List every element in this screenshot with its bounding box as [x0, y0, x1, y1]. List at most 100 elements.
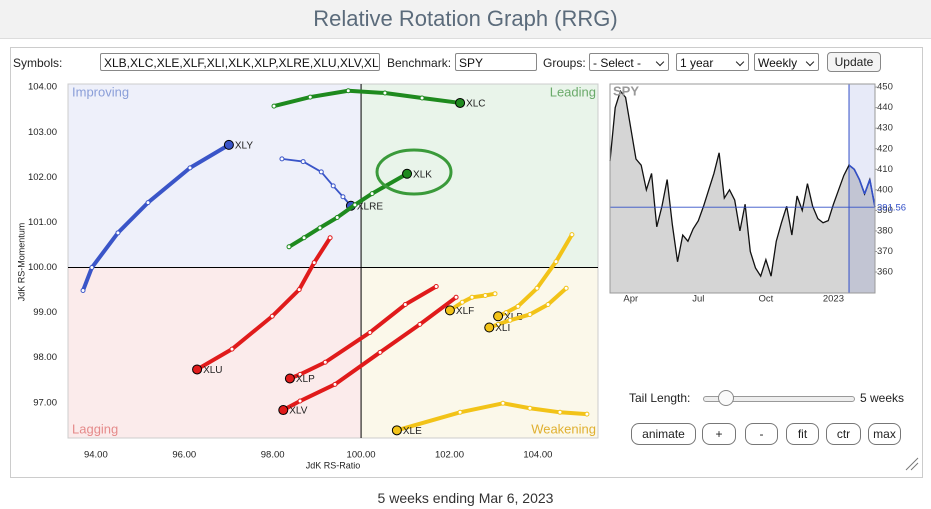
x-tick-label: 2023 [823, 294, 844, 305]
tail-point [457, 409, 463, 415]
tail-point [534, 285, 540, 291]
price-tail-segment [869, 179, 876, 208]
tail-point [377, 349, 383, 355]
tail-point [553, 259, 559, 265]
symbol-label: XLY [235, 141, 253, 152]
y-tick-label: 370 [877, 246, 893, 257]
tail-point [369, 191, 375, 197]
control-button[interactable]: max [868, 423, 901, 445]
benchmark-label: Benchmark: [387, 56, 452, 70]
y-tick-label: 98.00 [33, 352, 57, 363]
tail-point [330, 183, 336, 189]
tail-point [229, 346, 235, 352]
update-button[interactable]: Update [827, 52, 881, 72]
tail-line [81, 142, 231, 293]
tail-point [563, 285, 569, 291]
tail-point [352, 202, 358, 208]
interval-select[interactable]: Weekly [754, 53, 819, 71]
tail-point [269, 313, 275, 319]
tail-point [367, 329, 373, 335]
tail-line [195, 235, 333, 372]
y-tick-label: 99.00 [33, 307, 57, 318]
tail-head [402, 168, 413, 179]
y-tick-label: 410 [877, 164, 893, 175]
control-button[interactable]: fit [786, 423, 819, 445]
tail-point [318, 169, 324, 175]
tail-point [286, 244, 292, 250]
price-tail-segment [848, 164, 855, 170]
price-tail-segment [858, 179, 866, 195]
tail-length-value: 5 weeks [860, 391, 905, 405]
tail-point [459, 299, 465, 305]
x-tick-label: Apr [623, 294, 638, 305]
symbol-label: XLK [413, 169, 432, 180]
page-title: Relative Rotation Graph (RRG) [313, 6, 618, 31]
tail-point [569, 232, 575, 238]
tail-point [419, 95, 425, 101]
benchmark-input[interactable]: SPY [455, 53, 537, 71]
control-button[interactable]: - [745, 423, 778, 445]
tail-point [300, 159, 306, 165]
tail-point [482, 292, 488, 298]
chart-title: SPY [613, 83, 639, 98]
tail-point [453, 294, 459, 300]
control-button[interactable]: ctr [826, 423, 861, 445]
footer: 5 weeks ending Mar 6, 2023 [377, 490, 554, 506]
y-tick-label: 400 [877, 184, 893, 195]
tail-slider[interactable] [703, 396, 855, 402]
tail-head [391, 425, 402, 436]
tail-point [345, 88, 351, 94]
quadrant-label: Leading [550, 84, 596, 99]
symbol-label: XLP [296, 374, 315, 385]
tail-point [527, 405, 533, 411]
tail-point [334, 214, 340, 220]
plot-border [67, 83, 599, 439]
price-area [610, 91, 875, 294]
highlight-ellipse [375, 148, 453, 196]
control-button[interactable]: animate [631, 423, 696, 445]
tail-point [507, 317, 513, 323]
y-tick-label: 104.00 [28, 82, 57, 93]
symbol-label: XLRE [357, 201, 383, 212]
tail-point [115, 230, 121, 236]
tail-line [281, 295, 459, 413]
tail-head [484, 322, 495, 333]
control-button[interactable]: + [702, 423, 736, 445]
x-tick-label: 102.00 [435, 450, 464, 461]
tail-point [402, 302, 408, 308]
tail-point [297, 371, 303, 377]
tail-line [394, 401, 589, 433]
tail-head [192, 364, 203, 375]
y-axis-label: JdK RS-Momentum [16, 223, 26, 302]
tail-point [89, 265, 95, 271]
tail-point [80, 288, 86, 294]
tail-point [545, 302, 551, 308]
period-select[interactable]: 1 year [676, 53, 749, 71]
y-tick-label: 360 [877, 267, 893, 278]
slider-thumb[interactable] [718, 390, 734, 406]
tail-head [223, 139, 234, 150]
tail-head [278, 405, 289, 416]
tail-point [145, 200, 151, 206]
tail-point [584, 411, 590, 417]
groups-select[interactable]: - Select - [589, 53, 669, 71]
tail-point [311, 260, 317, 266]
symbols-label: Symbols: [13, 56, 63, 70]
y-tick-label: 100.00 [28, 262, 57, 273]
x-tick-label: 98.00 [261, 450, 285, 461]
tail-point [492, 291, 498, 297]
x-tick-label: Oct [758, 294, 773, 305]
price-tail-segment [853, 168, 861, 180]
symbol-label: XLC [466, 99, 485, 110]
symbols-input[interactable]: XLB,XLC,XLE,XLF,XLI,XLK,XLP,XLRE,XLU,XLV… [100, 53, 380, 71]
tail-point [500, 400, 506, 406]
symbol-label: XLV [289, 406, 307, 417]
tail-point [271, 103, 277, 109]
tail-point [279, 156, 285, 162]
symbol-label: XLI [495, 323, 510, 334]
x-tick-label: 100.00 [347, 450, 376, 461]
symbol-label: XLU [203, 365, 222, 376]
symbol-label: XLF [456, 306, 474, 317]
quadrant-label: Lagging [72, 421, 118, 436]
